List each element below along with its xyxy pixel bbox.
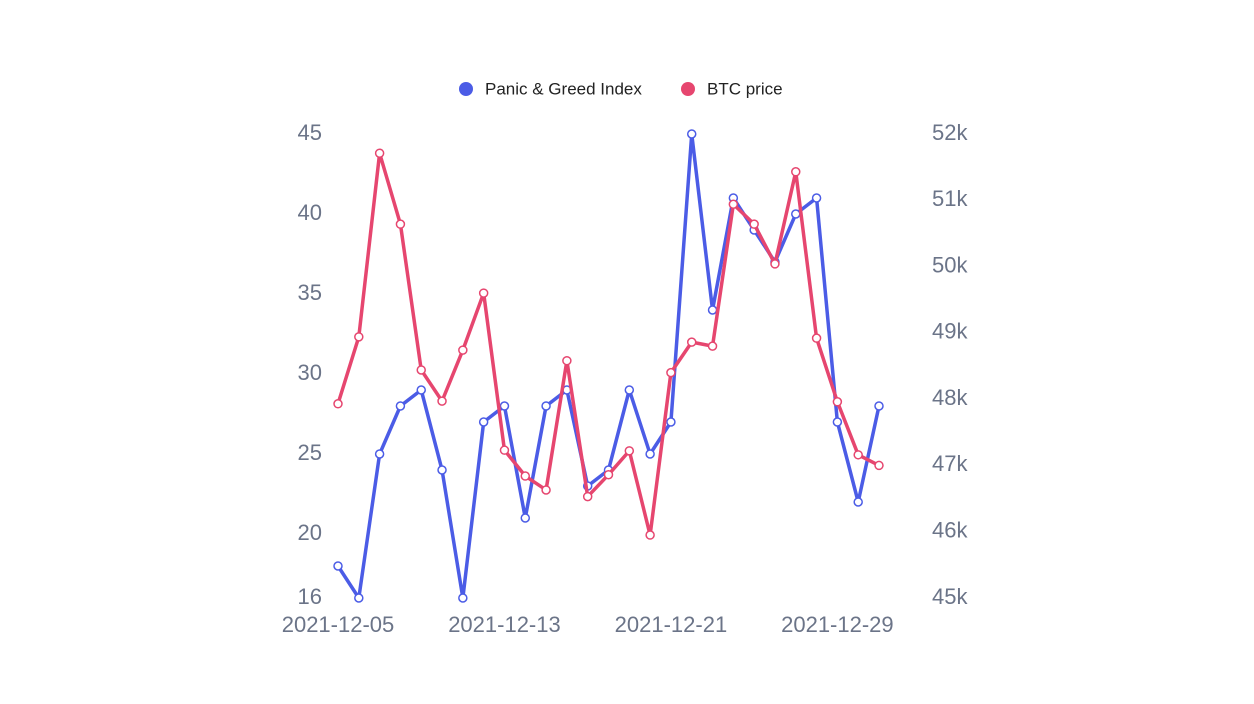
y-tick-label: 20 xyxy=(298,520,322,545)
y2-tick-label: 51k xyxy=(932,186,968,211)
data-point xyxy=(499,401,510,411)
data-point xyxy=(645,449,655,459)
y2-tick-label: 52k xyxy=(932,120,968,145)
data-point xyxy=(624,385,635,395)
data-point xyxy=(437,396,447,406)
y-tick-label: 16 xyxy=(298,584,322,609)
data-point xyxy=(333,561,343,571)
data-point xyxy=(333,399,343,409)
data-point xyxy=(874,460,884,471)
x-tick-label: 2021-12-05 xyxy=(282,612,395,637)
data-point xyxy=(395,219,406,229)
data-point xyxy=(478,417,489,427)
x-tick-label: 2021-12-13 xyxy=(448,612,561,637)
y-tick-label: 45 xyxy=(298,120,322,145)
y2-tick-label: 50k xyxy=(932,252,968,277)
data-point xyxy=(791,167,801,177)
y-tick-label: 40 xyxy=(298,200,322,225)
data-point xyxy=(416,365,426,375)
data-point xyxy=(624,446,635,456)
data-point xyxy=(499,445,510,455)
data-point xyxy=(707,305,718,315)
legend-swatch xyxy=(459,82,473,96)
data-point xyxy=(728,199,739,210)
x-tick-label: 2021-12-29 xyxy=(781,612,894,637)
data-point xyxy=(458,345,468,355)
data-point xyxy=(811,333,822,343)
y2-tick-label: 46k xyxy=(932,518,968,543)
data-point xyxy=(749,219,759,229)
data-point xyxy=(666,417,676,427)
legend-swatch xyxy=(681,82,695,96)
data-point xyxy=(416,385,426,395)
data-point xyxy=(354,332,364,342)
data-point xyxy=(562,355,572,366)
data-point xyxy=(395,401,406,411)
data-point xyxy=(707,341,718,351)
y-tick-label: 35 xyxy=(298,280,322,305)
data-point xyxy=(354,593,364,603)
y2-tick-label: 45k xyxy=(932,584,968,609)
y-tick-label: 30 xyxy=(298,360,322,385)
data-point xyxy=(603,469,614,480)
data-point xyxy=(478,288,489,298)
y-tick-label: 25 xyxy=(298,440,322,465)
data-point xyxy=(374,148,385,158)
data-point xyxy=(874,401,884,411)
data-point xyxy=(374,449,385,459)
x-tick-label: 2021-12-21 xyxy=(615,612,728,637)
data-point xyxy=(437,465,447,475)
data-point xyxy=(853,497,863,507)
data-point xyxy=(666,367,676,378)
legend-label: BTC price xyxy=(707,79,783,98)
data-point xyxy=(645,530,655,540)
data-point xyxy=(853,450,863,460)
legend-label: Panic & Greed Index xyxy=(485,79,642,98)
data-point xyxy=(811,193,822,203)
y2-tick-label: 48k xyxy=(932,385,968,410)
data-point xyxy=(832,417,843,427)
data-point xyxy=(791,209,801,219)
data-point xyxy=(541,485,551,495)
data-point xyxy=(520,471,531,481)
y2-tick-label: 49k xyxy=(932,319,968,344)
data-point xyxy=(770,259,780,269)
data-point xyxy=(541,401,551,411)
y2-tick-label: 47k xyxy=(932,451,968,476)
data-point xyxy=(686,129,697,139)
data-point xyxy=(458,593,468,603)
data-point xyxy=(686,337,697,347)
data-point xyxy=(520,513,531,523)
data-point xyxy=(582,491,593,502)
data-point xyxy=(832,397,843,407)
